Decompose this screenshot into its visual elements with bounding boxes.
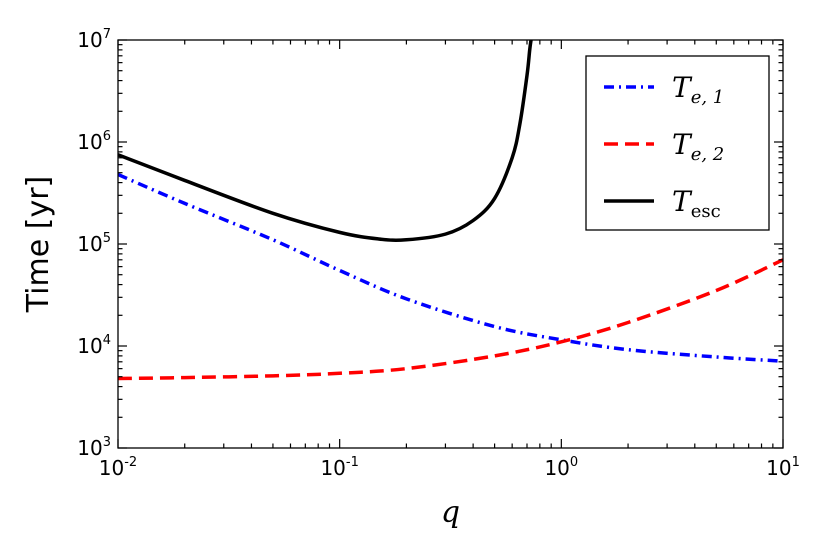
y-tick-label: 105 (77, 231, 111, 256)
y-tick-label: 103 (77, 435, 111, 460)
y-tick-label: 104 (77, 333, 111, 358)
x-tick-label: 10-1 (320, 455, 358, 480)
series-line-3 (118, 40, 533, 242)
tick-labels: 10-2 10-1 100 101 103 104 105 106 107 (77, 27, 800, 480)
x-axis-label: q (441, 495, 460, 530)
x-tick-label: 101 (766, 455, 800, 480)
plot-lines (118, 40, 783, 381)
y-axis-label: Time [yr] (21, 176, 56, 313)
legend: Te, 1 Te, 2 Tesc (585, 55, 770, 231)
y-tick-label: 106 (77, 129, 111, 154)
x-tick-label: 100 (544, 455, 578, 480)
plot-frame (117, 39, 784, 449)
series-line-2 (118, 258, 783, 381)
y-tick-label: 107 (77, 27, 111, 52)
legend-label-1: Te, 1 (672, 71, 724, 108)
x-tick-label: 10-2 (99, 455, 137, 480)
series-line-1 (118, 172, 783, 363)
legend-label-3: Tesc (672, 185, 721, 222)
legend-label-2: Te, 2 (672, 128, 724, 165)
